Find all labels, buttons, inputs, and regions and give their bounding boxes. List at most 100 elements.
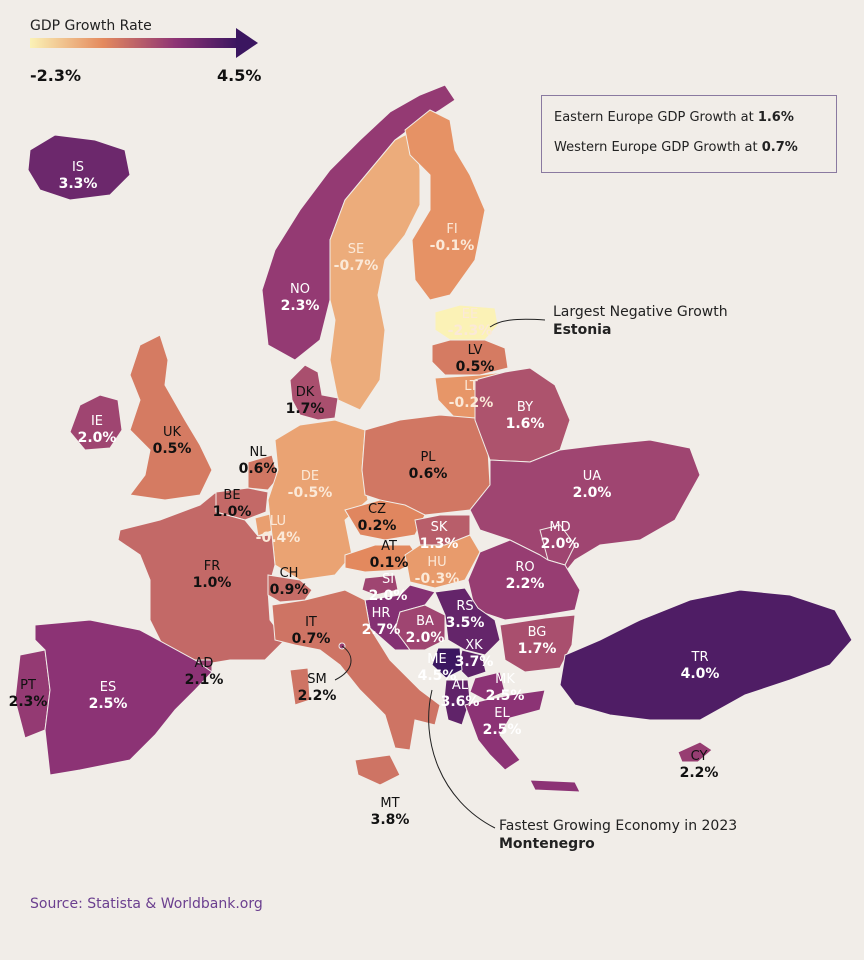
country-shape [434, 304, 499, 341]
country-value: 4.0% [680, 666, 720, 682]
legend-arrow-icon [236, 28, 258, 58]
country-value: 0.2% [357, 518, 397, 534]
country-value: 1.7% [285, 401, 325, 417]
country-label-bg: BG 1.7% [518, 625, 557, 657]
callout-leader-line [334, 645, 352, 681]
country-value: 2.2% [679, 765, 719, 781]
country-label-si: SI 2.0% [369, 572, 408, 604]
country-value: -0.5% [287, 485, 333, 501]
country-shape [474, 367, 571, 463]
country-value: 0.5% [152, 441, 192, 457]
country-value: 2.7% [361, 622, 401, 638]
country-code: PT [20, 678, 36, 693]
country-label-cz: CZ 0.2% [358, 502, 397, 534]
country-code: AD [194, 656, 214, 671]
country-label-ba: BA 2.0% [406, 614, 445, 646]
country-shape [434, 587, 501, 656]
country-value: 2.0% [405, 630, 445, 646]
country-shape [443, 679, 471, 726]
country-label-pt: PT 2.3% [9, 678, 48, 710]
country-value: -0.7% [333, 258, 379, 274]
country-shape [431, 339, 509, 376]
country-code: LT [464, 379, 478, 394]
country-label-md: MD 2.0% [541, 520, 580, 552]
country-code: DE [300, 469, 320, 484]
country-label-fi: FI -0.1% [430, 222, 475, 254]
country-code: MD [549, 520, 571, 535]
country-label-be: BE 1.0% [213, 488, 252, 520]
country-value: 0.6% [408, 466, 448, 482]
country-value: 3.8% [370, 812, 410, 828]
country-value: -2.3% [447, 323, 493, 339]
country-label-no: NO 2.3% [281, 282, 320, 314]
country-code: DK [295, 385, 315, 400]
country-shape [677, 741, 713, 763]
country-value: 3.3% [58, 176, 98, 192]
country-value: 0.1% [369, 555, 409, 571]
country-value: 2.2% [505, 576, 545, 592]
country-label-ro: RO 2.2% [506, 560, 545, 592]
country-label-el: EL 2.5% [483, 706, 522, 738]
country-label-at: AT 0.1% [370, 539, 409, 571]
country-shape [394, 604, 446, 651]
country-label-it: IT 0.7% [292, 615, 331, 647]
country-code: IE [90, 414, 104, 429]
country-value: 2.5% [88, 696, 128, 712]
country-label-sk: SK 1.3% [420, 520, 459, 552]
country-label-hu: HU -0.3% [415, 555, 460, 587]
country-label-nl: NL 0.6% [239, 445, 278, 477]
country-code: XK [465, 638, 483, 653]
country-shape [289, 364, 339, 421]
country-code: UK [162, 425, 182, 440]
country-label-dk: DK 1.7% [286, 385, 325, 417]
country-code: HR [371, 606, 391, 621]
country-shape [559, 589, 853, 721]
country-code: PL [420, 450, 436, 465]
country-value: 3.5% [445, 615, 485, 631]
country-label-by: BY 1.6% [506, 400, 545, 432]
country-value: 0.9% [269, 582, 309, 598]
country-code: BG [527, 625, 547, 640]
country-label-rs: RS 3.5% [446, 599, 485, 631]
country-code: MT [380, 796, 400, 811]
country-value: 2.1% [184, 672, 224, 688]
callout-leader-line [428, 689, 496, 829]
country-value: 2.0% [368, 588, 408, 604]
country-label-cy: CY 2.2% [680, 749, 719, 781]
country-label-sm: SM 2.2% [298, 672, 337, 704]
fastest-growth-callout: Fastest Growing Economy in 2023 Monteneg… [499, 818, 738, 852]
country-value: -0.2% [448, 395, 494, 411]
country-value: -0.3% [414, 571, 460, 587]
country-label-pl: PL 0.6% [409, 450, 448, 482]
legend-gradient-bar [30, 38, 238, 48]
country-label-se: SE -0.7% [334, 242, 379, 274]
country-code: ES [99, 680, 117, 695]
country-label-fr: FR 1.0% [193, 559, 232, 591]
country-label-ee: EE -2.3% [448, 307, 493, 339]
country-value: 2.2% [297, 688, 337, 704]
country-shape [329, 129, 421, 411]
country-value: 0.6% [238, 461, 278, 477]
western-europe-stat: Western Europe GDP Growth at 0.7% [554, 140, 798, 155]
country-value: 3.7% [454, 654, 494, 670]
country-value: 1.7% [517, 641, 557, 657]
country-code: LU [269, 514, 287, 529]
country-shape [27, 134, 131, 201]
country-value: -0.4% [255, 530, 301, 546]
country-code: HU [427, 555, 447, 570]
country-code: AL [451, 678, 469, 693]
country-value: -0.1% [429, 238, 475, 254]
country-value: 0.7% [291, 631, 331, 647]
country-code: SE [347, 242, 365, 257]
country-label-lu: LU -0.4% [256, 514, 301, 546]
country-value: 2.0% [572, 485, 612, 501]
country-shape [464, 689, 581, 793]
country-label-hr: HR 2.7% [362, 606, 401, 638]
country-value: 3.6% [440, 694, 480, 710]
country-value: 2.3% [8, 694, 48, 710]
country-value: 1.3% [419, 536, 459, 552]
country-value: 2.5% [485, 688, 525, 704]
country-value: 0.5% [455, 359, 495, 375]
country-code: FI [446, 222, 458, 237]
